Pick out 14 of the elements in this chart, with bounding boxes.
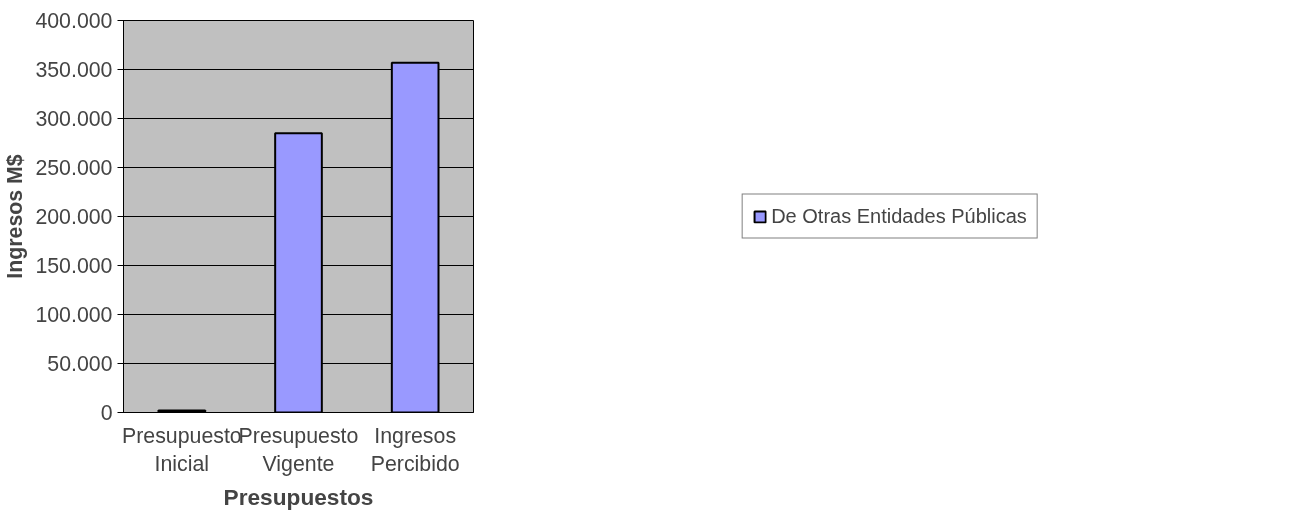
y-tick-label: 350.000 bbox=[35, 58, 113, 82]
legend-label: De Otras Entidades Públicas bbox=[771, 204, 1027, 228]
y-tick-label: 300.000 bbox=[35, 107, 113, 131]
y-tick-label: 400.000 bbox=[35, 9, 113, 33]
y-tick-label: 200.000 bbox=[35, 205, 113, 229]
y-tick-label: 100.000 bbox=[35, 303, 113, 327]
y-tick-label: 250.000 bbox=[35, 156, 113, 180]
y-tick-label: 50.000 bbox=[47, 352, 113, 376]
y-tick-label: 150.000 bbox=[35, 254, 113, 278]
y-axis-title: Ingresos M$ bbox=[3, 154, 28, 279]
x-tick-label: Presupuesto Inicial bbox=[121, 423, 242, 477]
x-axis-title: Presupuestos bbox=[223, 484, 374, 511]
y-tick-label: 0 bbox=[100, 401, 113, 425]
x-tick-label: Ingresos Percibido bbox=[370, 423, 460, 477]
